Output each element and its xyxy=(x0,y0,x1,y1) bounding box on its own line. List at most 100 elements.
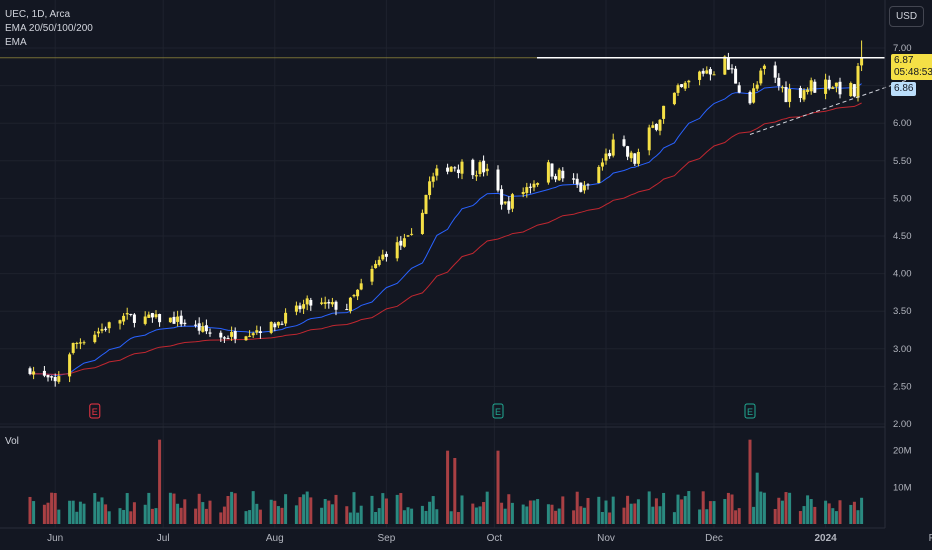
volume-bar xyxy=(662,492,666,524)
time-tick-label: Dec xyxy=(705,533,723,544)
volume-bar xyxy=(852,501,856,524)
volume-bar xyxy=(428,501,432,524)
candle-body xyxy=(575,178,579,185)
ema-indicator-label[interactable]: EMA 20/50/100/200 xyxy=(5,23,93,34)
volume-bar xyxy=(572,510,576,524)
volume-bar xyxy=(204,508,208,524)
volume-bar xyxy=(93,493,97,524)
volume-bar xyxy=(507,494,511,524)
candle-body xyxy=(737,85,741,93)
volume-bar xyxy=(323,499,327,524)
candle-body xyxy=(730,68,734,70)
candle-body xyxy=(496,169,500,191)
volume-bar xyxy=(118,508,122,524)
candle-body xyxy=(579,182,583,192)
candle-body xyxy=(158,313,162,323)
candle-body xyxy=(723,56,727,75)
volume-bar xyxy=(370,495,374,524)
volume-bar xyxy=(449,511,453,524)
price-tick-label: 4.50 xyxy=(893,231,912,242)
volume-bar xyxy=(420,505,424,524)
time-tick-label: Sep xyxy=(378,533,396,544)
volume-bar xyxy=(474,507,478,524)
candle-body xyxy=(68,354,72,377)
volume-bar xyxy=(179,507,183,524)
earnings-marker xyxy=(89,403,101,419)
volume-bar xyxy=(269,499,273,524)
candle-body xyxy=(93,334,97,343)
candle-body xyxy=(435,168,439,176)
volume-bar xyxy=(856,510,860,524)
candle-body xyxy=(762,65,766,69)
volume-bar xyxy=(532,500,536,524)
currency-button[interactable]: USD xyxy=(889,6,924,27)
volume-bar xyxy=(608,512,612,524)
price-tick-label: 3.50 xyxy=(893,306,912,317)
candle-body xyxy=(633,153,637,164)
volume-bar xyxy=(586,497,590,524)
chart-legend: UEC, 1D, Arca EMA 20/50/100/200 EMA xyxy=(5,8,93,50)
symbol-label[interactable]: UEC, 1D, Arca xyxy=(5,9,71,20)
volume-bar xyxy=(107,511,111,524)
volume-bar xyxy=(327,500,331,524)
volume-bar xyxy=(150,508,154,524)
volume-bar xyxy=(528,500,532,524)
volume-bar xyxy=(348,512,352,524)
volume-bar xyxy=(780,500,784,524)
candle-body xyxy=(183,322,187,325)
earnings-marker-label: E xyxy=(92,407,98,417)
volume-bar xyxy=(672,512,676,524)
candle-body xyxy=(831,87,835,89)
volume-bar xyxy=(579,506,583,524)
volume-bar xyxy=(381,493,385,524)
candle-body xyxy=(129,313,133,315)
candle-body xyxy=(348,297,352,312)
volume-bar xyxy=(28,496,32,524)
volume-bar xyxy=(456,512,460,524)
candle-body xyxy=(402,238,406,247)
candle-body xyxy=(75,342,79,344)
volume-bar xyxy=(284,494,288,524)
candle-body xyxy=(629,152,633,159)
candle-body xyxy=(780,87,784,89)
volume-bar xyxy=(172,493,176,524)
volume-bar xyxy=(431,496,435,524)
candle-body xyxy=(320,302,324,304)
volume-bar xyxy=(658,506,662,524)
volume-bar xyxy=(582,507,586,524)
candle-body xyxy=(230,332,234,337)
candle-body xyxy=(384,253,388,257)
volume-bar xyxy=(737,508,741,524)
ema-indicator-label-2[interactable]: EMA xyxy=(5,37,27,48)
volume-bar xyxy=(536,499,540,524)
last-price-value: 6.87 xyxy=(894,55,914,66)
volume-bar xyxy=(597,496,601,524)
candle-body xyxy=(226,338,230,340)
candle-body xyxy=(428,181,432,196)
candle-body xyxy=(554,176,558,180)
volume-bar xyxy=(208,500,212,524)
volume-bar xyxy=(201,502,205,524)
volume-bar xyxy=(680,499,684,524)
volume-bar xyxy=(330,504,334,524)
volume-bar xyxy=(352,492,356,524)
volume-bar xyxy=(557,508,561,524)
candle-body xyxy=(460,161,464,174)
candle-body xyxy=(82,342,86,344)
volume-bar xyxy=(424,510,428,524)
candle-body xyxy=(53,377,57,382)
candle-body xyxy=(424,194,428,214)
earnings-marker-label: E xyxy=(747,407,753,417)
earnings-marker xyxy=(492,403,504,419)
volume-bar xyxy=(773,508,777,524)
volume-pane-label: Vol xyxy=(5,436,19,447)
volume-bar xyxy=(726,492,730,524)
candle-body xyxy=(280,323,284,325)
candle-body xyxy=(546,162,550,183)
volume-bar xyxy=(550,504,554,524)
volume-bar xyxy=(280,507,284,524)
candle-body xyxy=(302,304,306,309)
volume-bar xyxy=(809,499,813,524)
volume-bar xyxy=(636,499,640,524)
